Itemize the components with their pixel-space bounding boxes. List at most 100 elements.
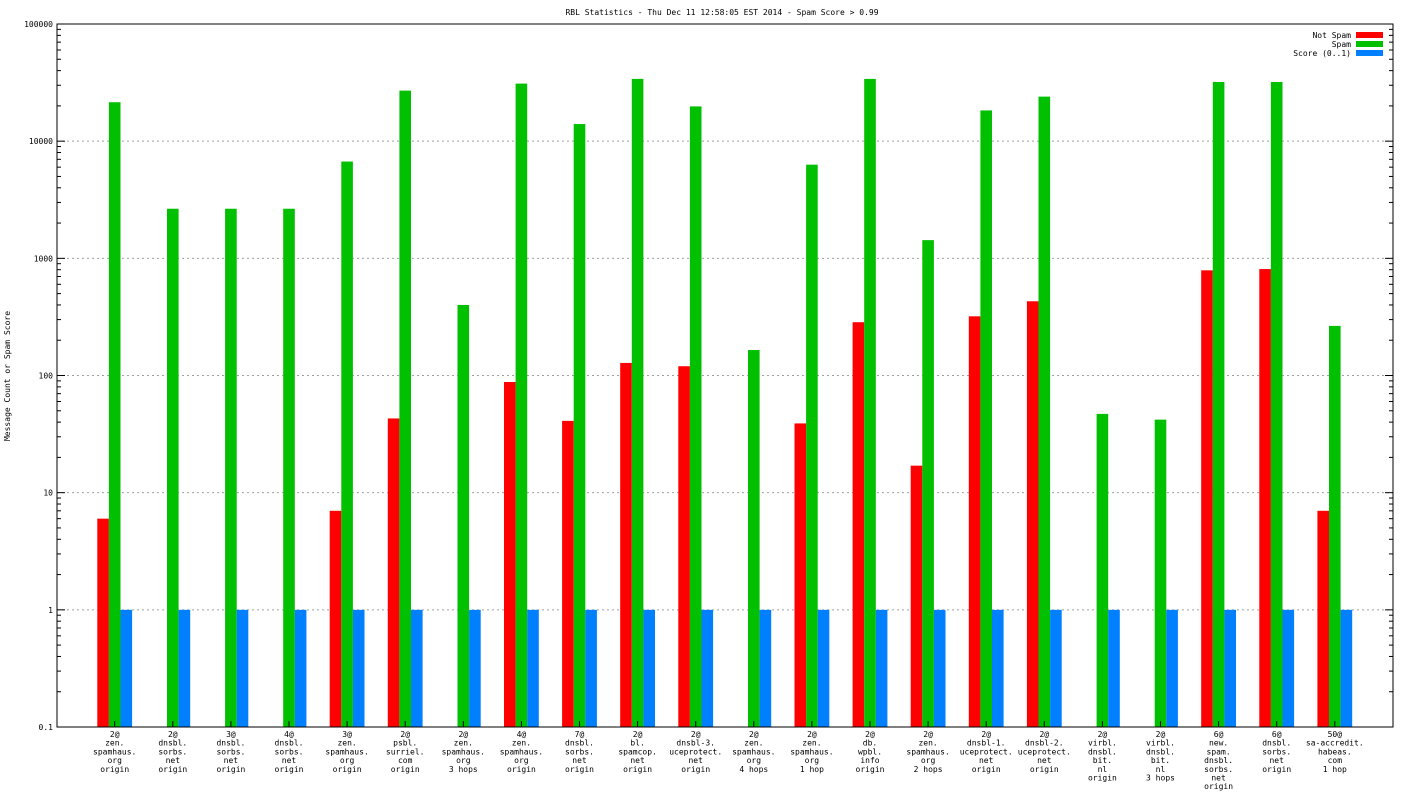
x-tick-label-line: 3 hops <box>449 765 478 774</box>
x-tick-label-line: org <box>921 756 936 765</box>
x-tick-label-line: 50@ <box>1328 730 1343 739</box>
y-axis-label: Message Count or Spam Score <box>3 311 12 441</box>
x-tick-label: 2@virbl.dnsbl.bit.nl3 hops <box>1146 730 1175 783</box>
x-tick-label-line: virbl. <box>1146 739 1175 748</box>
y-tick-label: 100000 <box>24 20 53 29</box>
grid-lines <box>57 140 1393 611</box>
x-tick-label-line: 4@ <box>284 730 294 739</box>
x-tick-label-line: 2@ <box>458 730 468 739</box>
x-tick-label-line: 2@ <box>168 730 178 739</box>
x-tick-label-line: surriel. <box>386 747 425 756</box>
x-tick-label-line: org <box>340 756 355 765</box>
bar-not-spam <box>1201 270 1213 727</box>
bar-spam <box>1038 96 1051 727</box>
x-tick-label-line: net <box>1269 756 1284 765</box>
bar-score <box>1108 609 1120 727</box>
x-tick-label-line: net <box>166 756 181 765</box>
bar-not-spam <box>1026 301 1039 727</box>
x-tick-label-line: origin <box>391 765 420 774</box>
x-tick-label-line: spamhaus. <box>442 747 485 756</box>
x-tick-label-line: 2@ <box>1156 730 1166 739</box>
x-tick-label-line: nl <box>1098 765 1108 774</box>
x-tick-label-line: habeas. <box>1318 747 1352 756</box>
bar-not-spam <box>910 465 923 727</box>
bar-spam <box>1154 419 1167 727</box>
y-tick-label: 1000 <box>34 254 53 263</box>
bar-score <box>294 609 307 727</box>
bar-score <box>1166 609 1178 727</box>
x-tick-label-line: dnsbl. <box>565 739 594 748</box>
bar-spam <box>922 240 934 728</box>
x-tick-label-line: origin <box>681 765 710 774</box>
x-tick-label-line: dnsbl. <box>1146 747 1175 756</box>
bar-spam <box>1212 81 1225 728</box>
x-tick-label-line: dnsbl. <box>216 739 245 748</box>
bar-not-spam <box>620 362 632 727</box>
x-tick-label-line: sa-accredit. <box>1306 739 1364 748</box>
x-tick-label-line: 2 hops <box>914 765 943 774</box>
bar-not-spam <box>562 420 574 727</box>
x-tick-label-line: net <box>979 756 994 765</box>
legend-swatch <box>1356 32 1383 38</box>
bar-spam <box>167 208 179 727</box>
x-tick-label-line: org <box>514 756 529 765</box>
x-tick-label-line: 3 hops <box>1146 774 1175 783</box>
bar-not-spam <box>1259 269 1271 727</box>
bar-score <box>1340 609 1353 727</box>
x-tick-label-line: sorbs. <box>216 747 245 756</box>
x-tick-label-line: net <box>1211 774 1226 783</box>
bar-not-spam <box>97 518 109 727</box>
x-tick-label-line: dnsbl-2. <box>1025 739 1064 748</box>
x-tick-label-line: origin <box>507 765 536 774</box>
x-tick-label-line: uceprotect. <box>960 747 1013 756</box>
bar-spam <box>341 161 353 727</box>
x-tick-label-line: 6@ <box>1214 730 1224 739</box>
x-tick-label-line: sorbs. <box>1204 765 1233 774</box>
x-tick-label-line: 2@ <box>110 730 120 739</box>
bar-spam <box>980 110 992 728</box>
x-tick-label-line: uceprotect. <box>1018 747 1071 756</box>
x-tick-label-line: zen. <box>337 739 356 748</box>
legend-swatch <box>1356 50 1383 56</box>
bar-not-spam <box>678 366 690 727</box>
bar-score <box>527 609 539 727</box>
bar-score <box>1224 609 1236 727</box>
bar-spam <box>1096 413 1109 727</box>
x-tick-label-line: origin <box>100 765 129 774</box>
x-tick-label-line: origin <box>1030 765 1059 774</box>
x-tick-label-line: spamhaus. <box>732 747 775 756</box>
bar-not-spam <box>794 423 807 727</box>
bar-spam <box>1270 81 1283 728</box>
x-tick-label-line: bit. <box>1093 756 1112 765</box>
x-tick-label-line: 2@ <box>691 730 701 739</box>
x-tick-label-line: 1 hop <box>800 765 824 774</box>
bar-score <box>875 609 888 727</box>
x-tick-label-line: org <box>805 756 820 765</box>
chart-title: RBL Statistics - Thu Dec 11 12:58:05 EST… <box>565 8 878 17</box>
x-tick-label-line: 4 hops <box>739 765 768 774</box>
bar-spam <box>806 164 818 728</box>
bar-score <box>992 609 1004 727</box>
x-tick-label-line: origin <box>158 765 187 774</box>
x-tick-label-line: spamcop. <box>618 747 657 756</box>
x-tick-label-line: spamhaus. <box>906 747 949 756</box>
bar-score <box>701 609 714 727</box>
x-tick-label-line: org <box>747 756 762 765</box>
bar-score <box>120 609 133 727</box>
x-tick-label-line: 7@ <box>575 730 585 739</box>
x-tick-label-line: com <box>398 756 413 765</box>
x-tick-label-line: dnsbl. <box>1088 747 1117 756</box>
bar-spam <box>748 350 760 727</box>
x-tick-label-line: 2@ <box>749 730 759 739</box>
